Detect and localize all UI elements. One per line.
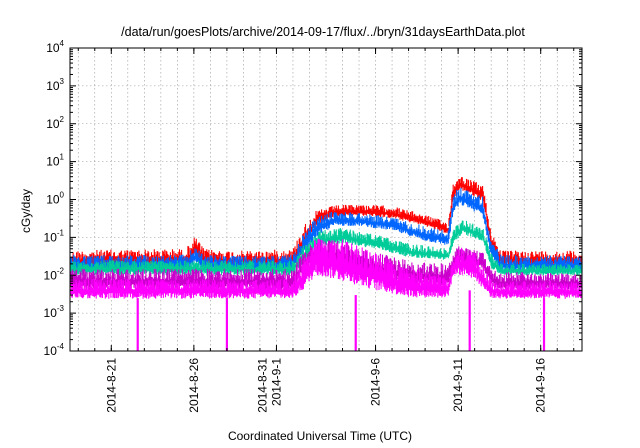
y-tick-label: 100 xyxy=(46,191,64,207)
chart-title: /data/run/goesPlots/archive/2014-09-17/f… xyxy=(121,25,525,39)
x-tick-label: 2014-8-26 xyxy=(187,358,201,413)
y-tick-label: 10-2 xyxy=(44,266,65,282)
x-tick-label: 2014-9-1 xyxy=(269,358,283,406)
x-axis-label: Coordinated Universal Time (UTC) xyxy=(228,429,412,443)
y-axis-label: cGy/day xyxy=(19,189,33,233)
x-tick-label: 2014-8-31 xyxy=(255,358,269,413)
y-tick-label: 104 xyxy=(46,39,64,55)
y-tick-label: 101 xyxy=(46,153,64,169)
y-tick-label: 10-4 xyxy=(44,342,65,358)
x-tick-label: 2014-9-16 xyxy=(534,358,548,413)
y-tick-label: 103 xyxy=(46,77,64,93)
grid-layer xyxy=(70,48,582,351)
y-tick-label: 10-3 xyxy=(44,304,65,320)
series-layer xyxy=(70,177,583,351)
y-tick-label: 10-1 xyxy=(44,228,65,244)
x-tick-label: 2014-9-11 xyxy=(451,358,465,412)
y-tick-label: 102 xyxy=(46,115,64,131)
label-layer: 10-4 10-3 10-2 10-1 100 101 102 103 104 2014-8-21… xyxy=(44,39,548,413)
x-tick-label: 2014-8-21 xyxy=(104,358,118,413)
tick-layer xyxy=(70,47,582,352)
x-tick-label: 2014-9-6 xyxy=(369,358,383,406)
series-band-4 xyxy=(70,238,583,299)
